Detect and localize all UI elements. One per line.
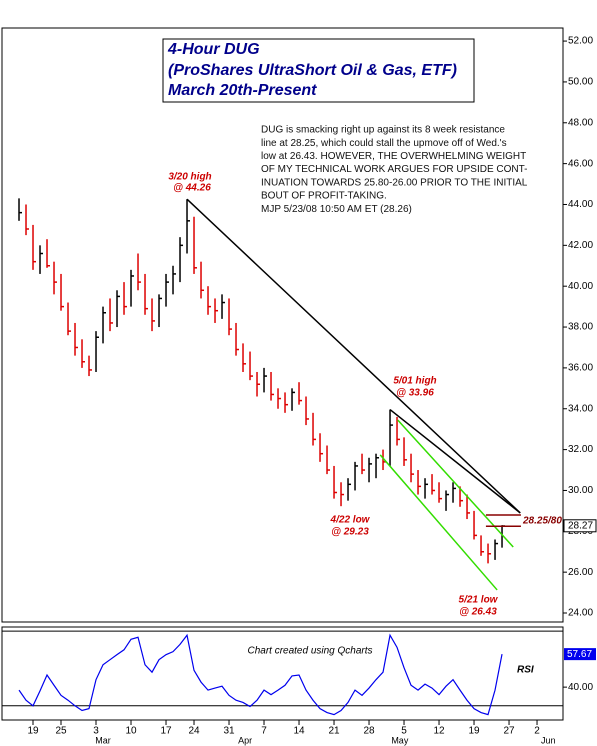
- y-tick-label: 26.00: [568, 567, 593, 578]
- price-panel: [1, 27, 564, 623]
- annotation: @ 29.23: [331, 527, 369, 538]
- title-box: [162, 38, 475, 103]
- month-label: May: [391, 735, 409, 745]
- y-tick-label: 46.00: [568, 158, 593, 169]
- last-price-box: [563, 519, 597, 533]
- rsi-panel: [1, 626, 564, 721]
- x-tick-label: 31: [223, 726, 235, 737]
- x-tick-label: 14: [293, 726, 305, 737]
- title: 4-Hour DUG: [167, 41, 260, 58]
- comment: DUG is smacking right up against its 8 w…: [261, 125, 528, 215]
- x-tick-label: 25: [55, 726, 67, 737]
- y-tick-label: 50.00: [568, 77, 593, 88]
- annotation: @ 33.96: [396, 388, 434, 399]
- comment-line: line at 28.25, which could stall the upm…: [261, 138, 507, 149]
- last-value-box: [564, 648, 596, 661]
- x-tick-label: 10: [125, 726, 137, 737]
- comment-line: low at 26.43. HOWEVER, THE OVERWHELMING …: [261, 151, 526, 162]
- y-tick-label: 40.00: [568, 281, 593, 292]
- x-tick-label: 19: [468, 726, 480, 737]
- title: (ProShares UltraShort Oil & Gas, ETF): [168, 62, 457, 79]
- y-tick-label: 40.00: [568, 682, 593, 693]
- x-tick-label: 19: [27, 726, 39, 737]
- x-tick-label: 24: [188, 726, 200, 737]
- trendline: [186, 198, 521, 514]
- x-tick-label: 3: [93, 726, 99, 737]
- x-tick-label: 28: [363, 726, 375, 737]
- y-tick-label: 36.00: [568, 363, 593, 374]
- y-tick-label: 48.00: [568, 117, 593, 128]
- annotation: @ 26.43: [459, 607, 497, 618]
- comment-line: INUATION TOWARDS 25.80-26.00 PRIOR TO TH…: [261, 177, 528, 188]
- month-label: Mar: [95, 735, 111, 745]
- y-tick-label: 38.00: [568, 322, 593, 333]
- last-value-label: 57.67: [567, 649, 592, 660]
- last-price-label: 28.27: [568, 520, 593, 531]
- comment-line: DUG is smacking right up against its 8 w…: [261, 125, 505, 136]
- y-tick-label: 24.00: [568, 608, 593, 619]
- title: March 20th-Present: [168, 82, 317, 99]
- y-tick-label: 52.00: [568, 36, 593, 47]
- annotation: 5/01 high: [393, 376, 436, 387]
- y-tick-label: 42.00: [568, 240, 593, 251]
- y-tick-label: 32.00: [568, 444, 593, 455]
- trendline: [379, 454, 498, 591]
- comment-line: OF MY TECHNICAL WORK ARGUES FOR UPSIDE C…: [261, 164, 528, 175]
- y-tick-label: 34.00: [568, 403, 593, 414]
- annotation: @ 44.26: [173, 183, 211, 194]
- comment-line: BOUT OF PROFIT-TAKING.: [261, 191, 387, 202]
- annotation: 5/21 low: [459, 595, 499, 606]
- x-tick-label: 5: [401, 726, 407, 737]
- y-tick-label: 30.00: [568, 485, 593, 496]
- month-label: Apr: [238, 735, 252, 745]
- x-tick-label: 17: [160, 726, 172, 737]
- x-tick-label: 27: [503, 726, 515, 737]
- trendline: [389, 408, 521, 514]
- x-tick-label: 2: [534, 726, 540, 737]
- annotation: 3/20 high: [168, 172, 211, 183]
- month-label: Jun: [541, 735, 556, 745]
- x-tick-label: 21: [328, 726, 340, 737]
- comment-line: MJP 5/23/08 10:50 AM ET (28.26): [261, 204, 412, 215]
- note: Chart created using Qcharts: [247, 646, 372, 657]
- x-tick-label: 7: [261, 726, 267, 737]
- x-tick-label: 12: [433, 726, 445, 737]
- annotation: 28.25/80: [522, 516, 562, 527]
- y-tick-label: 44.00: [568, 199, 593, 210]
- annotation: 4/22 low: [330, 515, 371, 526]
- rsi-line: [18, 633, 503, 716]
- series-name: RSI: [517, 665, 534, 676]
